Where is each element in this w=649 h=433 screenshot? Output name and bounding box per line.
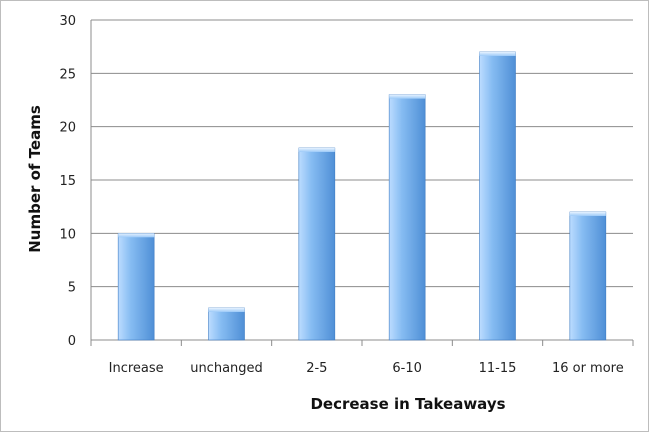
bar-top-highlight [208, 308, 245, 312]
bar-top-highlight [569, 212, 606, 216]
bar-top-highlight [479, 52, 516, 56]
bar-6-10 [388, 94, 426, 341]
x-tick-label: unchanged [190, 361, 263, 376]
x-axis-title: Decrease in Takeaways [310, 395, 505, 413]
bar-16-or-more [569, 211, 607, 341]
bar-top-highlight [389, 94, 426, 99]
y-tick-label: 30 [59, 14, 76, 29]
y-tick-label: 10 [59, 227, 76, 242]
gridlines [90, 19, 634, 346]
x-tick-label: 16 or more [552, 361, 624, 376]
y-axis-ticks: 0 5 10 15 20 25 30 [59, 14, 76, 349]
y-tick-label: 15 [59, 174, 76, 189]
bars [117, 51, 607, 341]
y-tick-label: 25 [59, 67, 76, 82]
bar-top-highlight [298, 148, 335, 152]
x-tick-label: Increase [109, 361, 164, 376]
bar-increase [117, 233, 155, 341]
x-axis-ticks: Increase unchanged 2-5 6-10 11-15 16 or more [109, 361, 624, 376]
x-tick-label: 11-15 [479, 361, 517, 376]
x-tick-label: 2-5 [306, 361, 327, 376]
y-axis-title: Number of Teams [26, 105, 44, 253]
bar-top-highlight [118, 233, 155, 238]
y-tick-label: 5 [68, 281, 76, 296]
bar-2-5 [298, 147, 336, 341]
bar-11-15 [479, 51, 516, 341]
y-tick-label: 0 [68, 334, 76, 349]
x-tick-label: 6-10 [392, 361, 422, 376]
y-tick-label: 20 [59, 121, 76, 136]
bar-unchanged [208, 307, 245, 341]
